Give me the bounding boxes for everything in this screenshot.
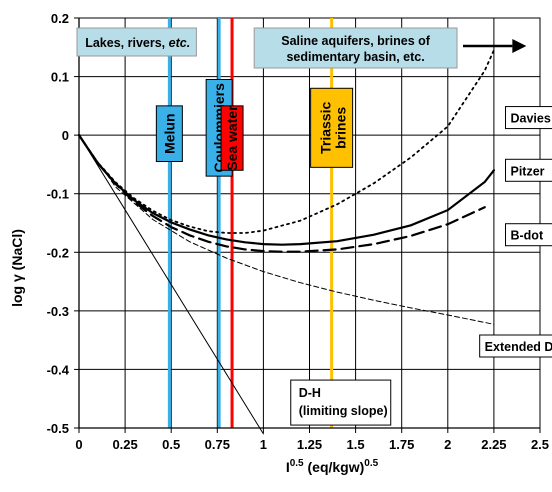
series-pitzer: [77, 134, 495, 246]
marker-label-text: Melun: [161, 113, 177, 153]
series-davies: [78, 49, 495, 234]
series-layer: [77, 49, 495, 435]
x-axis-title: I0.5 (eq/kgw)0.5: [286, 458, 379, 475]
x-tick-label: 0.25: [112, 437, 137, 452]
region-label-line1: Saline aquifers, brines of: [281, 34, 430, 48]
x-tick-label: 1.5: [347, 437, 365, 452]
curve-label-b-dot: B-dot: [504, 223, 552, 247]
region-label-italic: etc.: [169, 36, 191, 50]
curve-label-box: [479, 334, 552, 358]
region-label: Lakes, rivers, etc.: [85, 36, 190, 50]
region-labels: Lakes, rivers, etc. Saline aquifers, brin…: [76, 27, 527, 69]
curve-label-d-h: D-H (limiting slope): [290, 379, 392, 426]
x-tick-label: 1: [260, 437, 267, 452]
marker-label-triassic: Triassic brines: [310, 87, 354, 168]
region-lakes-rivers: Lakes, rivers, etc.: [76, 27, 197, 57]
series-extended-d-h: [78, 134, 495, 325]
x-axis-title-exp1: 0.5: [290, 458, 304, 469]
curve-label-extended-d-h: Extended D-H: [479, 334, 552, 358]
series-b-dot: [77, 134, 486, 253]
y-tick-label: 0.2: [51, 11, 69, 26]
curve-labels: Davies Pitzer B-dot Extended D-H D-H (limitin…: [290, 106, 552, 426]
curve-label-box: [504, 158, 552, 182]
curve-label-pitzer: Pitzer: [504, 158, 552, 182]
grid: [78, 17, 541, 429]
y-tick-label: -0.2: [47, 245, 69, 260]
region-arrow-head: [512, 39, 527, 53]
marker-label-text: brines: [333, 107, 349, 149]
curve-label-text: (limiting slope): [299, 404, 388, 418]
x-tick-label: 0.75: [205, 437, 230, 452]
marker-label-melun: Melun: [155, 105, 183, 162]
x-tick-label: 2.25: [481, 437, 506, 452]
curve-label-box: [504, 223, 552, 247]
curve-label-text: D-H: [299, 386, 321, 400]
curve-label-text: B-dot: [510, 229, 543, 243]
series-d-h-limiting-slope: [78, 134, 264, 435]
curve-label-text: Davies: [510, 112, 550, 126]
curve-label-text: Pitzer: [510, 164, 544, 178]
region-box: [253, 27, 458, 69]
x-tick-label: 0: [75, 437, 82, 452]
y-tick-label: 0.1: [51, 70, 69, 85]
marker-label-box: [220, 105, 244, 171]
marker-label-text: Triassic: [318, 102, 334, 154]
x-tick-label: 0.5: [162, 437, 180, 452]
y-tick-label: -0.1: [47, 187, 69, 202]
x-axis-title-exp2: 0.5: [364, 458, 378, 469]
region-label-main: Lakes, rivers,: [85, 36, 168, 50]
x-tick-label: 1.25: [297, 437, 322, 452]
curve-label-text: Extended D-H: [485, 340, 552, 354]
x-tick-label: 2: [444, 437, 451, 452]
region-label-line2: sedimentary basin, etc.: [286, 50, 424, 64]
y-tick-label: -0.5: [47, 421, 69, 436]
curve-label-box: [504, 106, 552, 130]
x-axis-title-main: I: [286, 459, 290, 475]
y-axis-title: log γ (NaCl): [9, 229, 25, 307]
x-tick-label: 1.75: [389, 437, 414, 452]
marker-label-sea-water: Sea water: [220, 105, 244, 171]
y-tick-label: -0.4: [47, 362, 70, 377]
marker-label-text: Sea water: [224, 105, 240, 171]
curve-label-box: [290, 379, 392, 426]
marker-label-box: [155, 105, 183, 162]
x-tick-label: 2.5: [531, 437, 549, 452]
axes: 0 0.25 0.5 0.75 1 1.25 1.5 1.75 2 2.25 2.50.20.10-…: [47, 11, 549, 452]
curve-label-davies: Davies: [504, 106, 552, 130]
y-tick-label: 0: [62, 128, 69, 143]
x-axis-title-units: (eq/kgw): [304, 459, 365, 475]
region-saline-aquifers: Saline aquifers, brines of sedimentary ba…: [253, 27, 527, 69]
region-box: [76, 27, 197, 57]
marker-label-box: [310, 87, 354, 168]
y-tick-label: -0.3: [47, 304, 69, 319]
